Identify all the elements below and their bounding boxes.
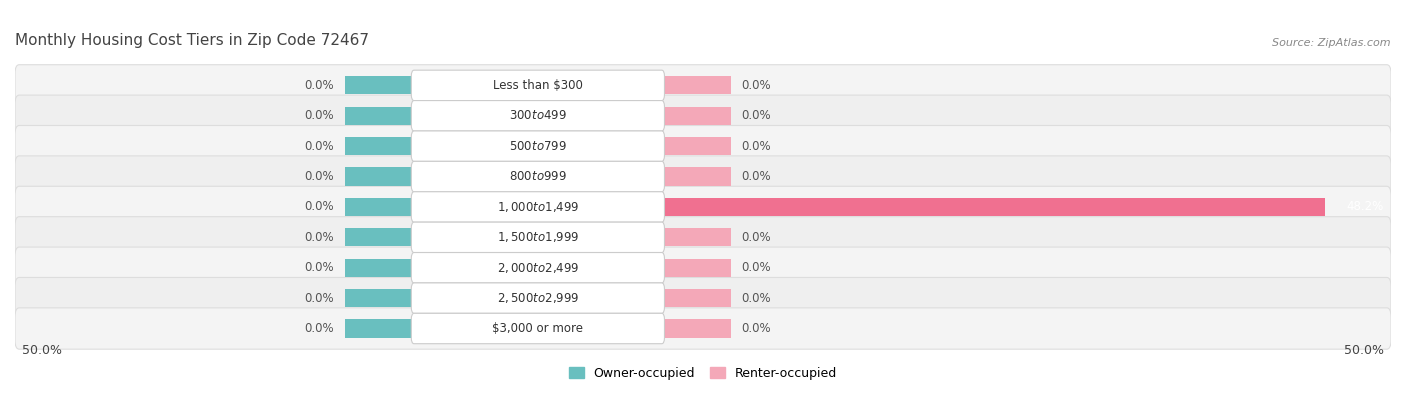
Text: $2,500 to $2,999: $2,500 to $2,999	[496, 291, 579, 305]
Text: 0.0%: 0.0%	[305, 109, 335, 122]
Bar	[346, 167, 413, 186]
Text: 0.0%: 0.0%	[305, 140, 335, 153]
Bar	[346, 259, 413, 277]
Text: 0.0%: 0.0%	[741, 79, 770, 92]
Text: 0.0%: 0.0%	[305, 170, 335, 183]
Bar	[346, 107, 413, 125]
Text: $2,000 to $2,499: $2,000 to $2,499	[496, 261, 579, 275]
FancyBboxPatch shape	[412, 70, 665, 100]
Text: 0.0%: 0.0%	[741, 170, 770, 183]
FancyBboxPatch shape	[412, 192, 665, 222]
FancyBboxPatch shape	[412, 253, 665, 283]
Bar	[346, 76, 413, 95]
FancyBboxPatch shape	[15, 156, 1391, 197]
Text: 0.0%: 0.0%	[741, 292, 770, 305]
Text: Less than $300: Less than $300	[494, 79, 583, 92]
Text: Monthly Housing Cost Tiers in Zip Code 72467: Monthly Housing Cost Tiers in Zip Code 7…	[15, 33, 368, 48]
Bar	[662, 107, 731, 125]
FancyBboxPatch shape	[15, 65, 1391, 106]
Bar	[346, 198, 413, 216]
FancyBboxPatch shape	[15, 186, 1391, 227]
FancyBboxPatch shape	[15, 247, 1391, 288]
Bar	[662, 259, 731, 277]
Bar	[662, 320, 731, 338]
FancyBboxPatch shape	[412, 100, 665, 131]
Text: 0.0%: 0.0%	[305, 79, 335, 92]
Legend: Owner-occupied, Renter-occupied: Owner-occupied, Renter-occupied	[568, 367, 838, 380]
Text: 50.0%: 50.0%	[22, 344, 62, 357]
Text: $800 to $999: $800 to $999	[509, 170, 567, 183]
FancyBboxPatch shape	[412, 131, 665, 161]
FancyBboxPatch shape	[412, 313, 665, 344]
FancyBboxPatch shape	[15, 308, 1391, 349]
Text: 0.0%: 0.0%	[305, 231, 335, 244]
Text: 0.0%: 0.0%	[741, 140, 770, 153]
Text: Source: ZipAtlas.com: Source: ZipAtlas.com	[1272, 38, 1391, 48]
Text: 0.0%: 0.0%	[305, 261, 335, 274]
Bar	[346, 137, 413, 155]
FancyBboxPatch shape	[412, 283, 665, 313]
Text: 0.0%: 0.0%	[741, 109, 770, 122]
FancyBboxPatch shape	[15, 95, 1391, 137]
Text: 0.0%: 0.0%	[741, 322, 770, 335]
Bar	[662, 76, 731, 95]
Bar	[662, 228, 731, 247]
Text: 50.0%: 50.0%	[1344, 344, 1384, 357]
Text: 0.0%: 0.0%	[741, 261, 770, 274]
Bar	[662, 198, 1324, 216]
Bar	[662, 289, 731, 307]
Text: $300 to $499: $300 to $499	[509, 109, 567, 122]
Text: 0.0%: 0.0%	[305, 322, 335, 335]
Text: 0.0%: 0.0%	[741, 231, 770, 244]
FancyBboxPatch shape	[15, 125, 1391, 167]
FancyBboxPatch shape	[412, 161, 665, 192]
Text: $1,000 to $1,499: $1,000 to $1,499	[496, 200, 579, 214]
Bar	[346, 228, 413, 247]
Text: 0.0%: 0.0%	[305, 200, 335, 213]
FancyBboxPatch shape	[15, 278, 1391, 319]
FancyBboxPatch shape	[15, 217, 1391, 258]
Text: $1,500 to $1,999: $1,500 to $1,999	[496, 230, 579, 244]
Bar	[346, 320, 413, 338]
Bar	[346, 289, 413, 307]
Bar	[662, 137, 731, 155]
Text: $500 to $799: $500 to $799	[509, 140, 567, 153]
FancyBboxPatch shape	[412, 222, 665, 253]
Bar	[662, 167, 731, 186]
Text: 0.0%: 0.0%	[305, 292, 335, 305]
Text: 48.2%: 48.2%	[1347, 200, 1384, 213]
Text: $3,000 or more: $3,000 or more	[492, 322, 583, 335]
